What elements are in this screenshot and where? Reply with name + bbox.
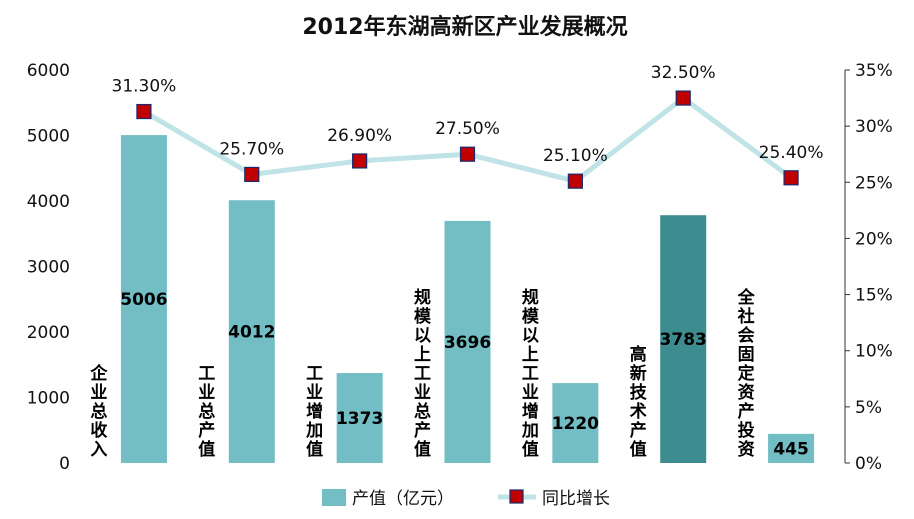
right-tick-label: 5%: [855, 398, 882, 418]
growth-value-label: 25.70%: [219, 139, 284, 159]
right-tick-label: 10%: [855, 342, 893, 362]
growth-value-label: 25.10%: [543, 146, 608, 166]
left-axis: 0 1000 2000 3000 4000 5000 6000: [27, 61, 70, 474]
growth-marker: [352, 153, 368, 169]
bar: [768, 433, 815, 463]
bar-value-labels: 5006 4012 1373 3696 1220 3783 445: [120, 290, 809, 459]
left-tick-label: 3000: [27, 258, 70, 278]
category-label: 工业总产值: [198, 364, 215, 460]
left-tick-label: 4000: [27, 192, 70, 212]
category-label: 规模以上工业总产值: [414, 288, 432, 460]
growth-marker: [459, 146, 476, 162]
bar: [552, 383, 599, 463]
category-label: 高新技术产值: [630, 344, 648, 460]
category-label: 工业增加值: [305, 364, 323, 460]
growth-value-label: 32.50%: [651, 63, 716, 83]
right-tick-label: 0%: [855, 454, 882, 474]
category-label: 企业总收入: [89, 363, 108, 460]
growth-marker: [567, 173, 583, 189]
growth-value-labels: 31.30% 25.70% 26.90% 27.50% 25.10% 32.50% 25.4…: [112, 63, 824, 166]
growth-marker: [136, 103, 152, 120]
category-label: 规模以上工业增加值: [521, 288, 540, 460]
legend-line-label: 同比增长: [542, 489, 610, 509]
right-tick-label: 20%: [855, 229, 893, 249]
growth-marker: [675, 90, 691, 106]
bar: [228, 200, 275, 464]
category-labels: 企业总收入 工业总产值 工业增加值 规模以上工业总产值 规模以上工业增加值 高新技术产值 全…: [89, 287, 755, 460]
bar: [660, 215, 707, 463]
bar-value-label: 3696: [444, 333, 491, 353]
growth-line: [136, 90, 799, 189]
right-tick-label: 25%: [855, 173, 893, 193]
left-tick-label: 6000: [27, 61, 70, 81]
left-tick-label: 5000: [27, 127, 70, 147]
bar-value-label: 4012: [228, 323, 275, 343]
left-tick-label: 2000: [27, 323, 70, 343]
right-tick-label: 35%: [855, 61, 893, 81]
growth-value-label: 31.30%: [112, 77, 177, 97]
bar: [336, 373, 383, 463]
bars: [120, 135, 815, 464]
legend-line-marker: [509, 489, 524, 504]
bar-value-label: 5006: [120, 290, 167, 310]
bar-value-label: 1220: [552, 414, 599, 434]
growth-marker: [783, 170, 799, 186]
bar-value-label: 1373: [336, 409, 383, 429]
category-label: 全社会固定资产投资: [737, 287, 756, 460]
legend-bar-label: 产值（亿元）: [352, 489, 454, 509]
growth-value-label: 26.90%: [327, 126, 392, 146]
right-axis: 0% 5% 10% 15% 20% 25% 30% 35%: [844, 61, 893, 474]
growth-value-label: 27.50%: [435, 119, 500, 139]
growth-marker: [244, 166, 260, 183]
bar-value-label: 3783: [660, 330, 707, 350]
right-tick-label: 30%: [855, 117, 893, 137]
left-tick-label: 0: [59, 454, 70, 474]
left-tick-label: 1000: [27, 389, 70, 409]
bar-value-label: 445: [773, 439, 809, 459]
growth-value-label: 25.40%: [759, 143, 824, 163]
legend: 产值（亿元） 同比增长: [322, 489, 610, 509]
bar: [120, 135, 167, 463]
bar: [444, 220, 491, 463]
legend-bar-swatch: [322, 489, 346, 506]
right-tick-label: 15%: [855, 286, 893, 306]
chart-title: 2012年东湖高新区产业发展概况: [302, 14, 627, 40]
